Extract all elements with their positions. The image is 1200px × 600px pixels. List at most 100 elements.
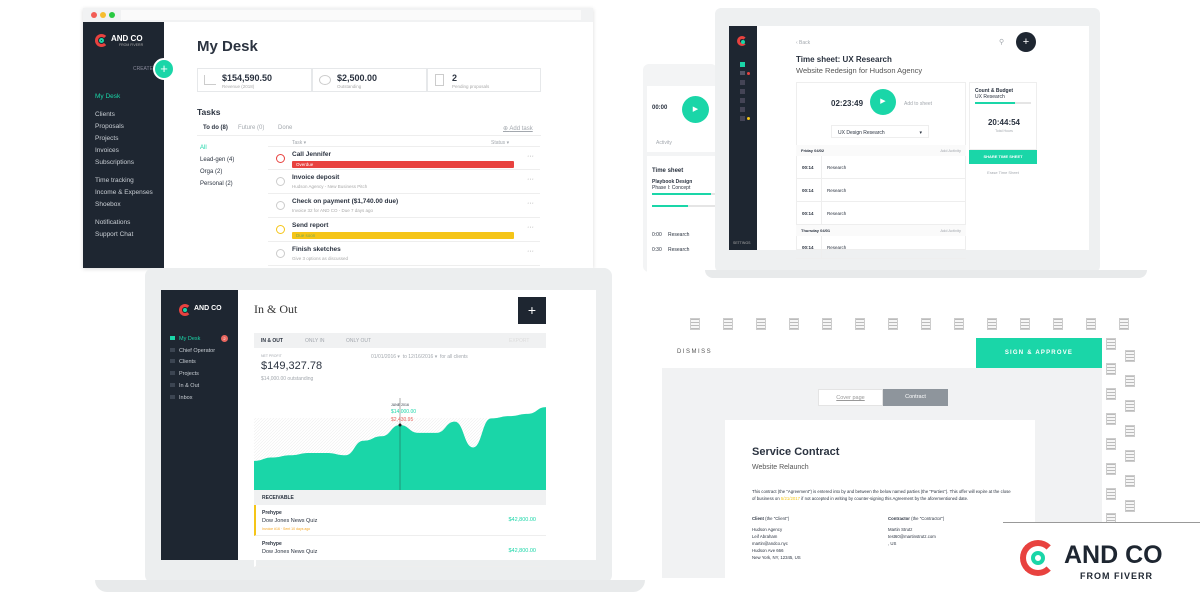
- inbox-icon[interactable]: [740, 71, 745, 75]
- stat-outstanding: $2,500.00 Outstanding: [312, 68, 427, 92]
- my-desk-window: AND CO FROM FIVERR CREATE + My Desk Clie…: [83, 8, 593, 268]
- document-icon: [1106, 413, 1116, 425]
- nav-subscriptions[interactable]: Subscriptions: [95, 159, 135, 166]
- tab-todo[interactable]: To do (8): [203, 125, 228, 131]
- tab-cover-page[interactable]: Cover page: [818, 389, 883, 406]
- document-icon: [690, 318, 700, 330]
- task-checkbox[interactable]: [276, 201, 285, 210]
- total-hours: 20:44:54: [987, 118, 1021, 127]
- create-label: CREATE: [133, 66, 153, 72]
- back-link[interactable]: ‹ Back: [796, 40, 811, 46]
- andco-logo-icon: [95, 34, 108, 47]
- task-row[interactable]: Check on payment ($1,740.00 due) Invoice …: [268, 194, 540, 218]
- close-dot[interactable]: [91, 12, 97, 18]
- nav-item[interactable]: My Desk: [170, 336, 200, 342]
- sign-approve-button[interactable]: SIGN & APPROVE: [976, 338, 1102, 368]
- nav-clients[interactable]: Clients: [95, 111, 115, 118]
- time-icon[interactable]: [740, 116, 745, 121]
- nav-notifications[interactable]: Notifications: [95, 219, 131, 226]
- chart-icon[interactable]: [740, 98, 745, 103]
- filter-personal[interactable]: Personal (2): [200, 181, 233, 187]
- document-icon: [1125, 400, 1135, 412]
- add-to-sheet-link[interactable]: Add to sheet: [904, 101, 933, 107]
- document-icon: [1125, 425, 1135, 437]
- time-entry[interactable]: 00:14 Research: [796, 179, 966, 202]
- phone-timesheet-title: Time sheet: [652, 168, 684, 174]
- tab-done[interactable]: Done: [278, 125, 293, 131]
- column-status[interactable]: Status ▾: [491, 140, 510, 146]
- dismiss-button[interactable]: DISMISS: [662, 338, 726, 368]
- nav-my-desk[interactable]: My Desk: [95, 93, 121, 100]
- task-checkbox[interactable]: [276, 177, 285, 186]
- activity-select[interactable]: UX Design Research ▾: [831, 125, 929, 138]
- task-row[interactable]: Send reportWaiting for updated numbers, …: [268, 218, 540, 242]
- desk-icon[interactable]: [740, 62, 745, 67]
- task-row[interactable]: Invoice deposit Hudson Agency - New Busin…: [268, 170, 540, 194]
- add-button[interactable]: +: [518, 297, 546, 324]
- time-entry[interactable]: 00:14 Research: [796, 202, 966, 225]
- add-activity-link[interactable]: Add Activity: [940, 148, 961, 153]
- task-checkbox[interactable]: [276, 225, 285, 234]
- andco-logo-icon: [1020, 540, 1056, 576]
- search-icon[interactable]: ⚲: [999, 39, 1005, 46]
- shoebox-icon[interactable]: [740, 107, 745, 112]
- nav-shoebox[interactable]: Shoebox: [95, 201, 121, 208]
- phone-play-button[interactable]: ▶: [682, 96, 709, 123]
- brand-sub: FROM FIVERR: [119, 43, 144, 47]
- tab-contract[interactable]: Contract: [883, 389, 948, 406]
- create-button[interactable]: +: [153, 58, 175, 80]
- export-button[interactable]: EXPORT: [509, 338, 530, 344]
- nav-income-expenses[interactable]: Income & Expenses: [95, 189, 153, 196]
- nav-invoices[interactable]: Invoices: [95, 147, 119, 154]
- tab-future[interactable]: Future (0): [238, 125, 265, 131]
- date-range-filter[interactable]: 01/01/2016 ▾ to 12/16/2016 ▾ for all cli…: [371, 354, 468, 360]
- play-button[interactable]: ▶: [870, 89, 896, 115]
- nav-support-chat[interactable]: Support Chat: [95, 231, 134, 238]
- time-entry[interactable]: 00:14 Research: [796, 156, 966, 179]
- minimize-dot[interactable]: [100, 12, 106, 18]
- clients-icon[interactable]: [740, 80, 745, 85]
- nav-item[interactable]: In & Out: [170, 382, 199, 389]
- more-icon[interactable]: ···: [527, 248, 534, 255]
- tab-in-out[interactable]: IN & OUT: [261, 338, 283, 344]
- filter-orga[interactable]: Orga (2): [200, 169, 223, 175]
- more-icon[interactable]: ···: [527, 153, 534, 160]
- nav-item[interactable]: Clients: [170, 359, 196, 365]
- document-icon: [1106, 338, 1116, 350]
- nav-item[interactable]: Projects: [170, 371, 199, 377]
- document-icon: [954, 318, 964, 330]
- receivable-row[interactable]: Prehype Dow Jones News Quiz Invoice #16 · …: [254, 505, 546, 536]
- document-icon: [1125, 450, 1135, 462]
- nav-projects[interactable]: Projects: [95, 135, 119, 142]
- nav-time-tracking[interactable]: Time tracking: [95, 177, 134, 184]
- task-row[interactable]: Call JenniferUpdate on general progressO…: [268, 146, 540, 170]
- address-bar[interactable]: [121, 10, 581, 20]
- share-timesheet-button[interactable]: SHARE TIME SHEET: [969, 150, 1037, 164]
- task-checkbox[interactable]: [276, 154, 285, 163]
- settings-link[interactable]: SETTINGS: [733, 241, 751, 245]
- document-icon: [888, 318, 898, 330]
- nav-item[interactable]: Inbox: [170, 394, 192, 401]
- filter-lead-gen[interactable]: Lead-gen (4): [200, 157, 235, 163]
- add-activity-link[interactable]: Add Activity: [940, 228, 961, 233]
- receivable-row[interactable]: Prehype Dow Jones News Quiz $42,800.00: [254, 536, 546, 567]
- more-icon[interactable]: ···: [527, 176, 534, 183]
- more-icon[interactable]: ···: [527, 224, 534, 231]
- nav-item[interactable]: Chief Operator: [170, 347, 215, 354]
- task-checkbox[interactable]: [276, 249, 285, 258]
- maximize-dot[interactable]: [109, 12, 115, 18]
- hover-point[interactable]: [398, 423, 402, 427]
- tab-only-in[interactable]: ONLY IN: [305, 338, 325, 344]
- tab-only-out[interactable]: ONLY OUT: [346, 338, 372, 344]
- filter-all[interactable]: All: [200, 145, 207, 151]
- add-task-button[interactable]: ⊕ Add task: [503, 126, 533, 132]
- erase-timesheet-link[interactable]: Erase Time Sheet: [987, 170, 1019, 175]
- task-row[interactable]: Finish sketches Give 3 options as discuss…: [268, 242, 540, 266]
- more-icon[interactable]: ···: [527, 200, 534, 207]
- projects-icon[interactable]: [740, 89, 745, 94]
- time-entry[interactable]: 00:14 Research: [796, 236, 966, 259]
- phone-activity-input[interactable]: Activity: [656, 140, 672, 146]
- nav-proposals[interactable]: Proposals: [95, 123, 124, 130]
- column-task[interactable]: Task ▾: [292, 140, 307, 146]
- add-button[interactable]: +: [1016, 32, 1036, 52]
